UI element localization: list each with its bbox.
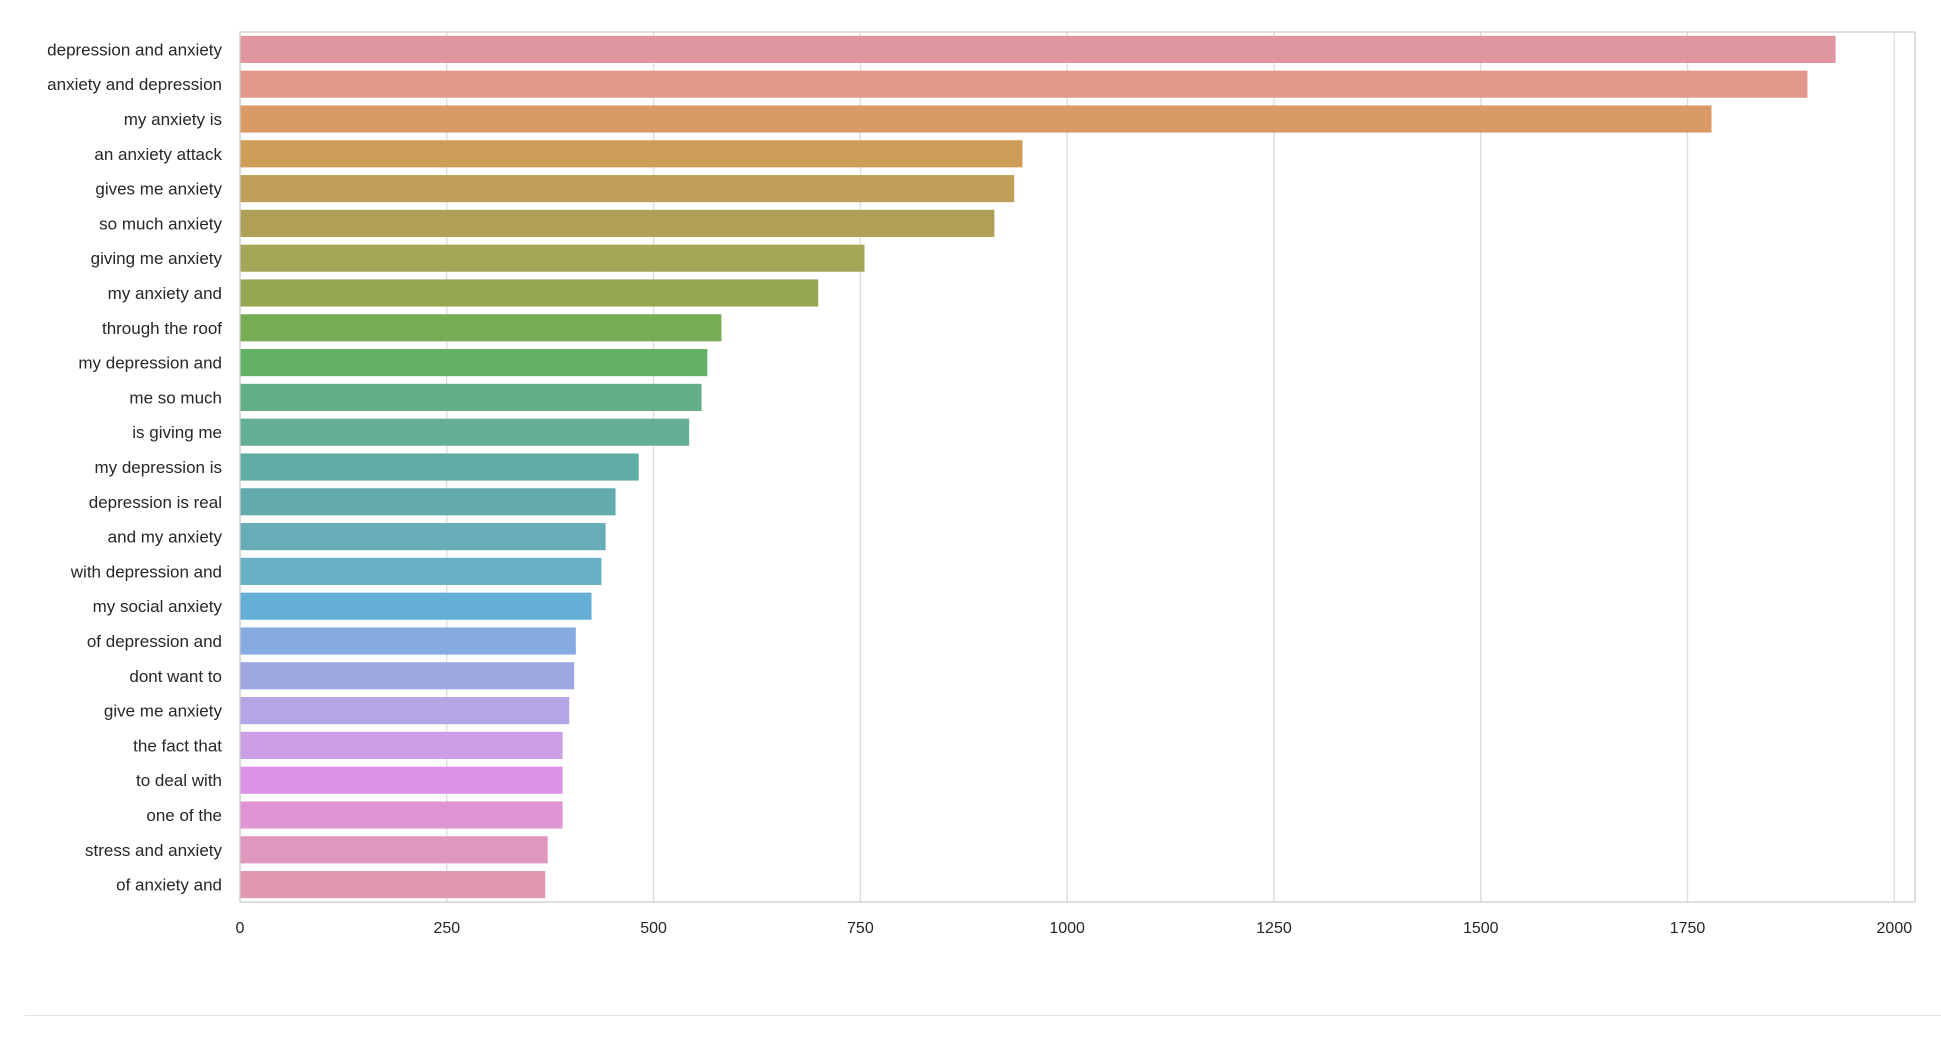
y-tick-label: give me anxiety xyxy=(104,702,223,721)
y-tick-label: so much anxiety xyxy=(99,214,222,233)
y-tick-label: giving me anxiety xyxy=(91,249,223,268)
x-tick-label: 500 xyxy=(640,920,667,937)
x-tick-label: 1250 xyxy=(1256,920,1292,937)
bar xyxy=(240,279,819,307)
x-tick-label: 1000 xyxy=(1049,920,1085,937)
bar xyxy=(240,349,708,377)
bar xyxy=(240,766,563,794)
bar xyxy=(240,453,639,481)
x-tick-label: 250 xyxy=(433,920,460,937)
y-tick-label: depression and anxiety xyxy=(47,40,222,59)
y-tick-label: of depression and xyxy=(87,632,222,651)
x-tick-label: 750 xyxy=(847,920,874,937)
y-tick-label: through the roof xyxy=(102,319,222,338)
y-tick-label: depression is real xyxy=(89,493,222,512)
y-tick-label: my social anxiety xyxy=(93,597,223,616)
bar xyxy=(240,244,865,272)
bar xyxy=(240,314,722,342)
chart-svg: 0 250 500 750 1000 1250 1500 1750 2000 depression… xyxy=(47,31,1916,937)
bar xyxy=(240,70,1808,98)
y-tick-label: one of the xyxy=(146,806,222,825)
bottom-divider xyxy=(25,1015,1941,1016)
bar xyxy=(240,140,1023,168)
bar xyxy=(240,592,592,620)
x-tick-label: 1500 xyxy=(1463,920,1499,937)
y-tick-label: anxiety and depression xyxy=(47,75,222,94)
y-tick-label: with depression and xyxy=(70,562,222,581)
y-tick-label: of anxiety and xyxy=(116,876,222,895)
y-tick-label: my depression and xyxy=(78,354,222,373)
bar xyxy=(240,35,1836,63)
bar xyxy=(240,871,546,899)
bar xyxy=(240,523,606,551)
y-tick-label: is giving me xyxy=(132,423,222,442)
y-tick-label: me so much xyxy=(129,388,222,407)
bar xyxy=(240,801,563,829)
y-tick-label: stress and anxiety xyxy=(85,841,223,860)
x-tick-label: 0 xyxy=(236,920,245,937)
y-tick-label: my anxiety is xyxy=(124,110,222,129)
y-tick-label: an anxiety attack xyxy=(94,145,222,164)
bar xyxy=(240,731,563,759)
y-tick-label: my anxiety and xyxy=(108,284,222,303)
y-tick-label: and my anxiety xyxy=(108,528,223,547)
plot-frame xyxy=(239,31,1916,903)
bar xyxy=(240,383,702,411)
bar xyxy=(240,488,616,516)
bar xyxy=(240,105,1712,133)
bar xyxy=(240,697,570,725)
y-tick-label: dont want to xyxy=(129,667,222,686)
bar xyxy=(240,836,548,864)
y-tick-label: gives me anxiety xyxy=(95,180,222,199)
y-tick-label: my depression is xyxy=(94,458,222,477)
y-tick-label: to deal with xyxy=(136,771,222,790)
bar xyxy=(240,209,995,237)
bar xyxy=(240,418,690,446)
bar xyxy=(240,627,576,655)
bar xyxy=(240,662,575,690)
x-tick-label: 2000 xyxy=(1877,920,1913,937)
x-tick-label: 1750 xyxy=(1670,920,1706,937)
y-tick-label: the fact that xyxy=(133,736,222,755)
bar xyxy=(240,557,602,585)
bar xyxy=(240,175,1015,203)
